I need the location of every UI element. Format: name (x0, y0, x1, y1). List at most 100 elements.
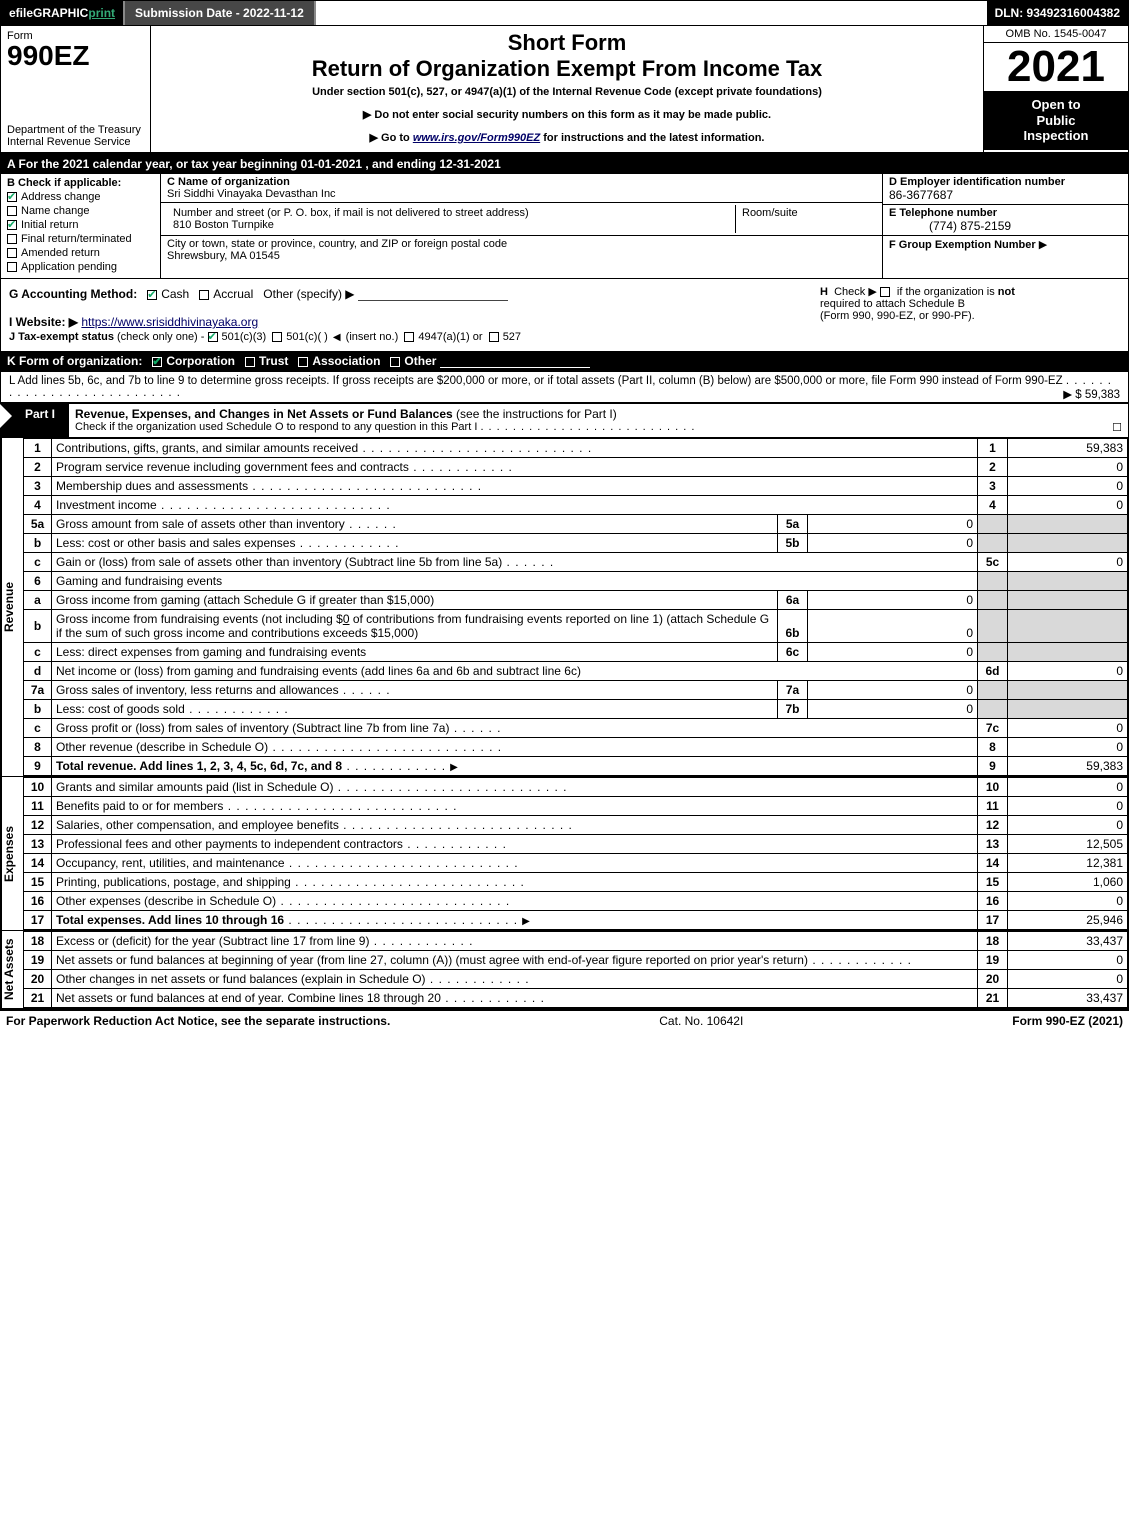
topbar-spacer (316, 1, 987, 25)
website-link[interactable]: https://www.srisiddhivinayaka.org (81, 315, 258, 329)
line-17: 17Total expenses. Add lines 10 through 1… (24, 911, 1128, 930)
g-cash: Cash (161, 287, 189, 301)
part1-checkbox[interactable]: ☐ (1112, 421, 1122, 434)
submission-date: Submission Date - 2022-11-12 (123, 1, 316, 25)
note-goto-pre: ▶ Go to (370, 132, 413, 144)
line-18: 18Excess or (deficit) for the year (Subt… (24, 932, 1128, 951)
line-16: 16Other expenses (describe in Schedule O… (24, 892, 1128, 911)
checkbox-icon[interactable] (208, 332, 218, 342)
arrow-icon (446, 759, 462, 773)
checkbox-icon[interactable] (404, 332, 414, 342)
k-assoc: Association (312, 354, 380, 368)
note-goto: ▶ Go to www.irs.gov/Form990EZ for instru… (161, 131, 973, 144)
i-label: I Website: ▶ (9, 315, 78, 329)
checkbox-icon (7, 192, 17, 202)
arrow-left-icon (331, 331, 343, 343)
arrow-icon (518, 913, 534, 927)
line-7b: bLess: cost of goods sold7b0 (24, 700, 1128, 719)
h-not: not (998, 286, 1015, 298)
line-5b: bLess: cost or other basis and sales exp… (24, 534, 1128, 553)
h-txt2: if the organization is (897, 286, 998, 298)
note-ssn: ▶ Do not enter social security numbers o… (161, 108, 973, 121)
chk-app-pending[interactable]: Application pending (7, 261, 154, 273)
b-hdr: Check if applicable: (18, 177, 121, 189)
netassets-table: 18Excess or (deficit) for the year (Subt… (23, 931, 1128, 1008)
chk-initial-return[interactable]: Initial return (7, 219, 154, 231)
print-link[interactable]: print (88, 6, 115, 20)
line-3: 3Membership dues and assessments30 (24, 477, 1128, 496)
col-b-checkboxes: B Check if applicable: Address change Na… (1, 174, 161, 278)
street: 810 Boston Turnpike (173, 219, 274, 231)
line-12: 12Salaries, other compensation, and empl… (24, 816, 1128, 835)
phone-label: E Telephone number (889, 207, 997, 219)
row-j: J Tax-exempt status (check only one) - 5… (9, 331, 1120, 343)
chk-name-change[interactable]: Name change (7, 205, 154, 217)
org-name-label: C Name of organization (167, 176, 290, 188)
expenses-table: 10Grants and similar amounts paid (list … (23, 777, 1128, 930)
inspection: Inspection (988, 128, 1124, 144)
entity-block: B Check if applicable: Address change Na… (0, 174, 1129, 279)
checkbox-icon[interactable] (272, 332, 282, 342)
public: Public (988, 113, 1124, 129)
room-suite-cell: Room/suite (736, 205, 876, 233)
revenue-table: 1Contributions, gifts, grants, and simil… (23, 438, 1128, 776)
line-15: 15Printing, publications, postage, and s… (24, 873, 1128, 892)
checkbox-icon[interactable] (245, 357, 255, 367)
room-label: Room/suite (742, 207, 798, 219)
checkbox-icon[interactable] (390, 357, 400, 367)
line-11: 11Benefits paid to or for members110 (24, 797, 1128, 816)
phone: (774) 875-2159 (889, 219, 1011, 233)
street-cell: Number and street (or P. O. box, if mail… (167, 205, 736, 233)
title-short-form: Short Form (161, 30, 973, 56)
title-return: Return of Organization Exempt From Incom… (161, 56, 973, 82)
chk-address-change[interactable]: Address change (7, 191, 154, 203)
netassets-side-label: Net Assets (1, 931, 23, 1008)
l-amount: ▶ $ 59,383 (1063, 387, 1120, 401)
chk-amended[interactable]: Amended return (7, 247, 154, 259)
b-letter: B (7, 177, 15, 189)
graphic-label: GRAPHIC (33, 6, 88, 20)
checkbox-icon[interactable] (298, 357, 308, 367)
street-label: Number and street (or P. O. box, if mail… (173, 207, 529, 219)
netassets-section: Net Assets 18Excess or (deficit) for the… (0, 930, 1129, 1009)
line-20: 20Other changes in net assets or fund ba… (24, 970, 1128, 989)
checkbox-icon (7, 248, 17, 258)
form-number: 990EZ (7, 40, 144, 72)
col-c-name-address: C Name of organization Sri Siddhi Vinaya… (161, 174, 883, 278)
k-label: K Form of organization: (7, 354, 142, 368)
revenue-section: Revenue 1Contributions, gifts, grants, a… (0, 438, 1129, 776)
footer-catno: Cat. No. 10642I (659, 1014, 743, 1028)
revenue-side-label: Revenue (1, 438, 23, 776)
part1-title-paren: (see the instructions for Part I) (456, 407, 617, 421)
group-exemption-cell: F Group Exemption Number ▶ (883, 236, 1128, 253)
ein-label: D Employer identification number (889, 176, 1065, 188)
checkbox-icon[interactable] (199, 290, 209, 300)
city: Shrewsbury, MA 01545 (167, 250, 280, 262)
line-10: 10Grants and similar amounts paid (list … (24, 778, 1128, 797)
checkbox-icon[interactable] (147, 290, 157, 300)
chk-final-return[interactable]: Final return/terminated (7, 233, 154, 245)
group-exemption-label: F Group Exemption Number (889, 239, 1036, 251)
irs-link[interactable]: www.irs.gov/Form990EZ (413, 132, 540, 144)
k-trust: Trust (259, 354, 288, 368)
checkbox-icon[interactable] (152, 357, 162, 367)
dots-icon (480, 421, 695, 433)
other-specify-line (358, 300, 508, 301)
part1-tab: Part I (1, 404, 69, 437)
line-1: 1Contributions, gifts, grants, and simil… (24, 439, 1128, 458)
g-accrual: Accrual (213, 287, 253, 301)
k-corp: Corporation (166, 354, 235, 368)
open-to-public: Open to Public Inspection (984, 91, 1128, 150)
line-6b: bGross income from fundraising events (n… (24, 610, 1128, 643)
line-7a: 7aGross sales of inventory, less returns… (24, 681, 1128, 700)
part1-subtitle: Check if the organization used Schedule … (75, 421, 1122, 433)
efile-label: efile (9, 6, 33, 20)
col-def: D Employer identification number 86-3677… (883, 174, 1128, 278)
checkbox-icon[interactable] (489, 332, 499, 342)
line-6a: aGross income from gaming (attach Schedu… (24, 591, 1128, 610)
row-a-tax-year: A For the 2021 calendar year, or tax yea… (0, 154, 1129, 174)
row-g-h: H Check ▶ if the organization is not req… (0, 279, 1129, 351)
efile-graphic-print: efile GRAPHIC print (1, 1, 123, 25)
checkbox-icon[interactable] (880, 287, 890, 297)
k-other: Other (404, 354, 436, 368)
